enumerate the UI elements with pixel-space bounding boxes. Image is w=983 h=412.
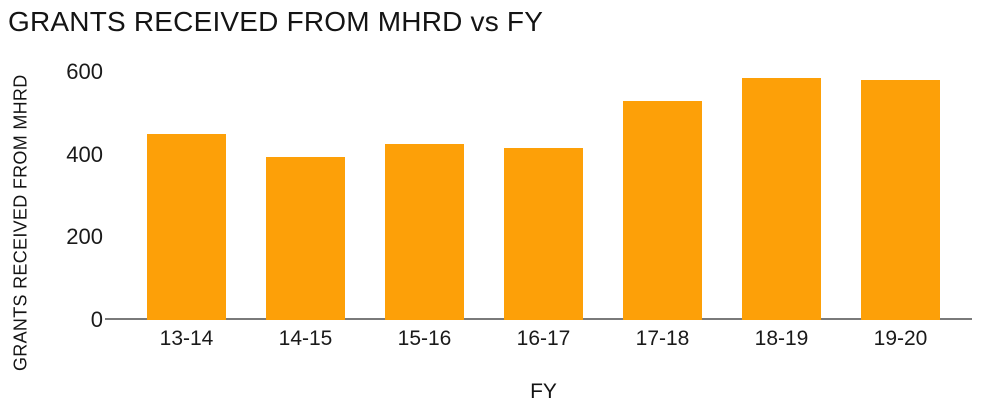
bar-series bbox=[127, 72, 960, 320]
x-tick-label: 17-18 bbox=[635, 327, 690, 350]
bar-band bbox=[722, 72, 841, 320]
bar-band bbox=[603, 72, 722, 320]
y-tick-label: 200 bbox=[66, 224, 103, 250]
bar-18-19 bbox=[742, 78, 821, 320]
x-tick-label: 14-15 bbox=[278, 327, 333, 350]
x-tick-label: 16-17 bbox=[516, 327, 571, 350]
bar-band bbox=[841, 72, 960, 320]
y-tick-label: 0 bbox=[90, 307, 103, 332]
y-tick-label: 400 bbox=[66, 141, 103, 167]
x-tick-label: 15-16 bbox=[397, 327, 452, 350]
bar-band bbox=[365, 72, 484, 320]
y-tick-label: 600 bbox=[66, 59, 103, 84]
chart-title: GRANTS RECEIVED FROM MHRD vs FY bbox=[8, 6, 544, 37]
x-axis-ticks: 13-14 14-15 15-16 16-17 17-18 18-19 19-20 bbox=[127, 326, 960, 351]
x-tick-label: 18-19 bbox=[754, 327, 809, 350]
x-axis-title: FY bbox=[530, 380, 557, 403]
bar-15-16 bbox=[385, 144, 464, 320]
bar-17-18 bbox=[623, 100, 702, 320]
x-tick-label: 19-20 bbox=[873, 327, 928, 350]
bar-14-15 bbox=[266, 156, 345, 320]
bar-16-17 bbox=[504, 148, 583, 320]
bar-band bbox=[127, 72, 246, 320]
x-tick-label: 13-14 bbox=[159, 327, 214, 350]
bar-19-20 bbox=[861, 80, 940, 320]
bar-13-14 bbox=[147, 134, 226, 320]
bar-band bbox=[246, 72, 365, 320]
bar-band bbox=[484, 72, 603, 320]
y-axis-ticks: 0 200 400 600 bbox=[0, 61, 103, 331]
